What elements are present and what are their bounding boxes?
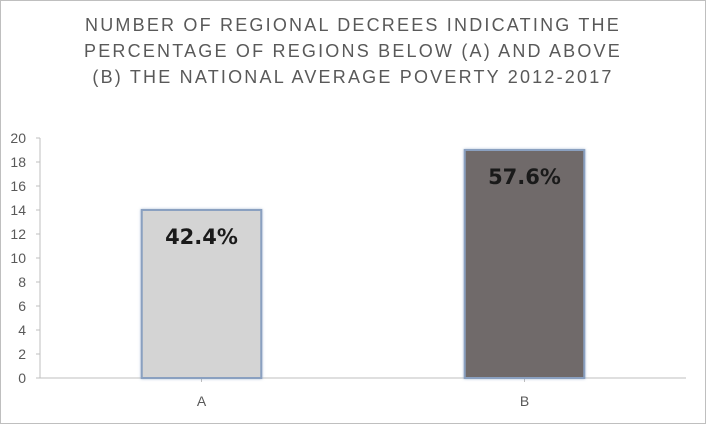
chart-title: NUMBER OF REGIONAL DECREES INDICATING TH…: [0, 12, 706, 90]
y-tick-label: 0: [18, 370, 26, 386]
bar-a: [140, 209, 263, 379]
y-tick-label: 2: [18, 346, 26, 362]
bar-b: [463, 149, 586, 379]
x-tick-label-b: B: [520, 393, 529, 409]
y-tick-label: 8: [18, 274, 26, 290]
y-tick-label: 18: [10, 154, 26, 170]
chart-title-line-3: (B) THE NATIONAL AVERAGE POVERTY 2012-20…: [92, 67, 614, 87]
y-tick-label: 4: [18, 322, 26, 338]
y-tick-label: 10: [10, 250, 26, 266]
y-tick-label: 12: [10, 226, 26, 242]
x-tick-label-a: A: [197, 393, 207, 409]
data-label-a: 42.4%: [165, 225, 238, 249]
y-tick-label: 20: [10, 130, 26, 146]
bar-series: 42.4% 57.6%: [140, 149, 586, 379]
data-label-b: 57.6%: [488, 165, 561, 189]
chart-title-line-1: NUMBER OF REGIONAL DECREES INDICATING TH…: [85, 15, 621, 35]
y-axis: 0 2 4 6 8 10 12 14 16 18 20: [10, 130, 41, 386]
y-tick-label: 14: [10, 202, 26, 218]
y-tick-label: 6: [18, 298, 26, 314]
chart-title-line-2: PERCENTAGE OF REGIONS BELOW (A) AND ABOV…: [84, 41, 622, 61]
y-tick-label: 16: [10, 178, 26, 194]
